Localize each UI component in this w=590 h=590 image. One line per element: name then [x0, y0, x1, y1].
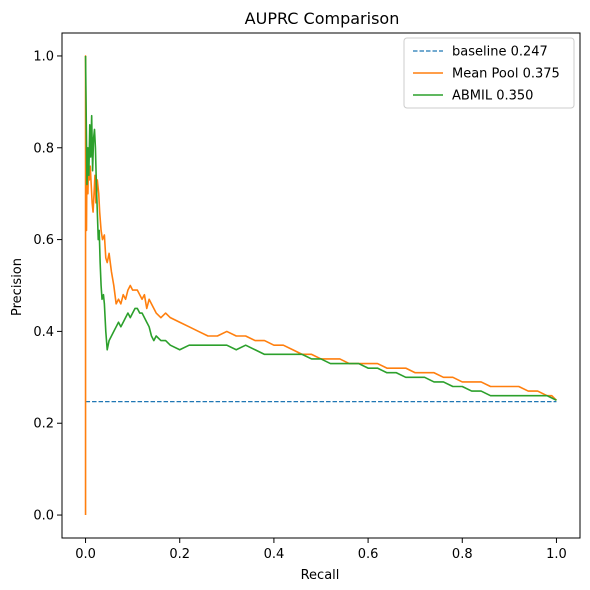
x-tick-label: 0.8: [452, 547, 473, 562]
x-tick-label: 0.6: [358, 547, 379, 562]
chart-title: AUPRC Comparison: [245, 9, 400, 28]
x-tick-label: 0.2: [169, 547, 190, 562]
y-tick-label: 0.6: [33, 233, 54, 248]
y-axis-ticks: 0.0 0.2 0.4 0.6 0.8 1.0: [33, 49, 62, 524]
legend: baseline 0.247 Mean Pool 0.375 ABMIL 0.350: [403, 37, 575, 109]
x-tick-label: 0.0: [75, 547, 96, 562]
y-tick-label: 0.4: [33, 325, 54, 340]
x-tick-label: 0.4: [264, 547, 285, 562]
axes-frame: [61, 32, 581, 539]
x-axis-ticks: 0.0 0.2 0.4 0.6 0.8 1.0: [75, 538, 567, 562]
y-axis-title: Precision: [10, 258, 25, 316]
y-tick-label: 0.2: [33, 417, 54, 432]
legend-label-0: baseline 0.247: [452, 45, 548, 60]
series-line-1: [84, 55, 558, 516]
plot-area: [61, 32, 581, 539]
series-line-2: [84, 55, 557, 401]
legend-label-2: ABMIL 0.350: [452, 89, 533, 104]
legend-box: [403, 37, 575, 109]
x-tick-label: 1.0: [546, 547, 567, 562]
y-tick-label: 0.0: [33, 509, 54, 524]
y-tick-label: 1.0: [33, 49, 54, 64]
y-tick-label: 0.8: [33, 141, 54, 156]
x-axis-title: Recall: [301, 568, 340, 583]
legend-label-1: Mean Pool 0.375: [452, 67, 560, 82]
